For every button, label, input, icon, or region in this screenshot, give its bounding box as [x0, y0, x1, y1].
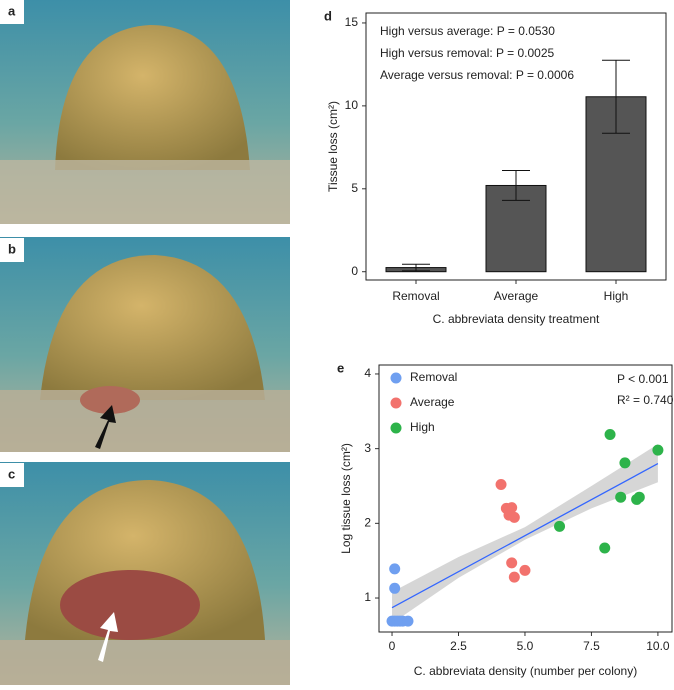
- x-tick-label: 0: [389, 639, 396, 653]
- photo-c: [0, 462, 290, 685]
- point: [599, 542, 611, 554]
- x-tick-label: Removal: [392, 289, 439, 303]
- panel-label: c: [8, 466, 15, 481]
- panel-label: b: [8, 241, 16, 256]
- label-box: [0, 238, 24, 262]
- legend-label: Average: [410, 395, 455, 409]
- legend-marker: [390, 372, 402, 384]
- point: [508, 571, 520, 583]
- point: [519, 564, 531, 576]
- point: [652, 444, 664, 456]
- y-axis-label: Tissue loss (cm²): [326, 101, 340, 192]
- annotation: High versus removal: P = 0.0025: [380, 46, 555, 60]
- annotation: High versus average: P = 0.0530: [380, 24, 555, 38]
- panel-label: d: [324, 8, 332, 23]
- y-tick-label: 0: [351, 264, 358, 278]
- panel-label: a: [8, 3, 16, 18]
- y-tick-label: 2: [364, 516, 371, 530]
- x-tick-label: 7.5: [583, 639, 600, 653]
- label-box: [0, 463, 24, 487]
- point: [633, 491, 645, 503]
- point: [508, 511, 520, 523]
- label-box: [0, 0, 24, 24]
- point: [389, 582, 401, 594]
- point: [495, 478, 507, 490]
- y-tick-label: 15: [345, 15, 359, 29]
- confidence-band: [392, 444, 658, 624]
- plot-frame: [365, 12, 667, 281]
- plot-frame: [378, 364, 673, 633]
- regression-line: [391, 463, 659, 609]
- legend-label: High: [410, 420, 435, 434]
- x-axis-label: C. abbreviata density (number per colony…: [414, 664, 637, 678]
- x-tick-label: 2.5: [450, 639, 467, 653]
- legend-marker: [390, 422, 402, 434]
- x-tick-label: 10.0: [646, 639, 670, 653]
- photo-a: [0, 0, 290, 224]
- y-tick-label: 3: [364, 441, 371, 455]
- point: [619, 457, 631, 469]
- legend-label: Removal: [410, 370, 457, 384]
- x-tick-label: 5.0: [517, 639, 534, 653]
- annotation: Average versus removal: P = 0.0006: [380, 68, 574, 82]
- point: [615, 491, 627, 503]
- y-tick-label: 4: [364, 366, 371, 380]
- point: [389, 563, 401, 575]
- y-tick-label: 5: [351, 181, 358, 195]
- photo-b: [0, 237, 290, 452]
- x-axis-label: C. abbreviata density treatment: [433, 312, 600, 326]
- point: [402, 615, 414, 627]
- point: [506, 557, 518, 569]
- point: [604, 428, 616, 440]
- annotation: P < 0.001: [617, 372, 669, 386]
- annotation: R² = 0.740: [617, 393, 674, 407]
- y-tick-label: 10: [345, 98, 359, 112]
- x-tick-label: Average: [494, 289, 539, 303]
- legend-marker: [390, 397, 402, 409]
- point: [554, 520, 566, 532]
- panel-label: e: [337, 360, 344, 375]
- y-axis-label: Log tissue loss (cm²): [339, 443, 353, 554]
- y-tick-label: 1: [364, 590, 371, 604]
- x-tick-label: High: [604, 289, 629, 303]
